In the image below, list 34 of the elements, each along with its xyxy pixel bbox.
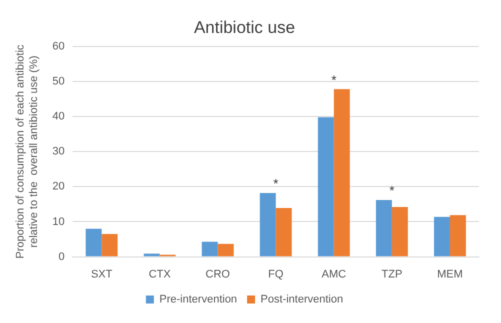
y-tick-label: 50: [52, 76, 65, 88]
bar: [102, 234, 118, 256]
x-tick-label: CRO: [206, 268, 230, 280]
x-tick-label: TZP: [382, 268, 402, 280]
bar: [450, 215, 466, 256]
bar: [334, 89, 350, 256]
y-tick-label: 10: [52, 216, 65, 228]
bar: [202, 242, 218, 256]
legend-label: Post-intervention: [260, 294, 344, 306]
y-tick-label: 20: [52, 180, 65, 193]
legend-label: Pre-intervention: [159, 294, 238, 306]
y-tick-label: 30: [52, 146, 65, 158]
bar: [318, 117, 334, 256]
y-tick-label: 0: [58, 250, 65, 263]
bar: [376, 200, 392, 256]
bar: [260, 192, 276, 256]
chart-title: Antibiotic use: [194, 18, 296, 37]
annotation: *: [389, 183, 394, 198]
y-tick-label: 40: [52, 110, 65, 123]
y-tick-label: 60: [52, 40, 65, 52]
bar: [276, 208, 292, 256]
x-tick-label: CTX: [148, 268, 172, 280]
bar: [434, 216, 450, 256]
x-tick-label: AMC: [322, 268, 346, 280]
y-axis-title: Proportion of consumption of each antibiotic relative to the overall antibiotic use (%): [14, 44, 40, 259]
annotation: *: [273, 176, 278, 192]
x-tick-label: SXT: [90, 268, 113, 280]
bar: [86, 228, 102, 256]
x-tick-label: MEM: [437, 268, 463, 280]
bar: [218, 244, 234, 256]
x-tick-label: FQ: [268, 268, 284, 280]
bar: [392, 207, 408, 256]
annotation: *: [331, 72, 336, 88]
bar: [144, 254, 160, 256]
